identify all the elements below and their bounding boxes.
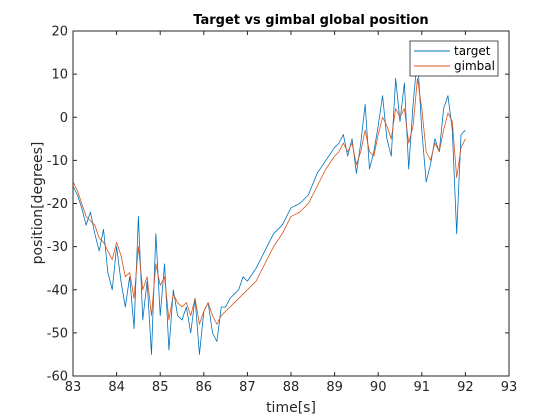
series-layer xyxy=(72,56,466,355)
y-tick-label: -30 xyxy=(47,240,68,255)
y-tick-label: 0 xyxy=(60,111,68,126)
axes-box xyxy=(72,30,510,377)
x-tick-label: 85 xyxy=(152,380,169,395)
legend-label-gimbal: gimbal xyxy=(454,59,495,73)
y-axis-label: position[degrees] xyxy=(30,142,46,265)
plot-area xyxy=(73,31,509,376)
chart-title: Target vs gimbal global position xyxy=(193,13,428,28)
x-tick-label: 93 xyxy=(501,380,518,395)
x-tick-label: 90 xyxy=(370,380,387,395)
y-tick-label: -60 xyxy=(47,370,68,385)
y-tick-label: 10 xyxy=(51,68,68,83)
x-tick-label: 83 xyxy=(65,380,82,395)
x-tick-label: 88 xyxy=(283,380,300,395)
x-tick-label: 89 xyxy=(326,380,343,395)
x-tick-label: 87 xyxy=(239,380,256,395)
axis-ticks: 83 84 85 86 87 88 89 90 91 92 93 -60 -50 -40 -30 -20 -10… xyxy=(47,25,518,396)
y-tick-label: -10 xyxy=(47,154,68,169)
x-tick-label: 92 xyxy=(457,380,474,395)
series-line-target xyxy=(72,56,466,355)
x-tick-label: 84 xyxy=(108,380,125,395)
x-tick-label: 86 xyxy=(196,380,213,395)
x-axis-label: time[s] xyxy=(266,400,316,416)
series-line-gimbal xyxy=(72,78,466,325)
x-tick-label: 91 xyxy=(414,380,431,395)
legend-label-target: target xyxy=(454,44,491,58)
y-tick-label: -40 xyxy=(47,283,68,298)
y-tick-label: -50 xyxy=(47,326,68,341)
legend-box xyxy=(409,40,499,77)
y-tick-label: -20 xyxy=(47,197,68,212)
y-tick-label: 20 xyxy=(51,25,68,40)
